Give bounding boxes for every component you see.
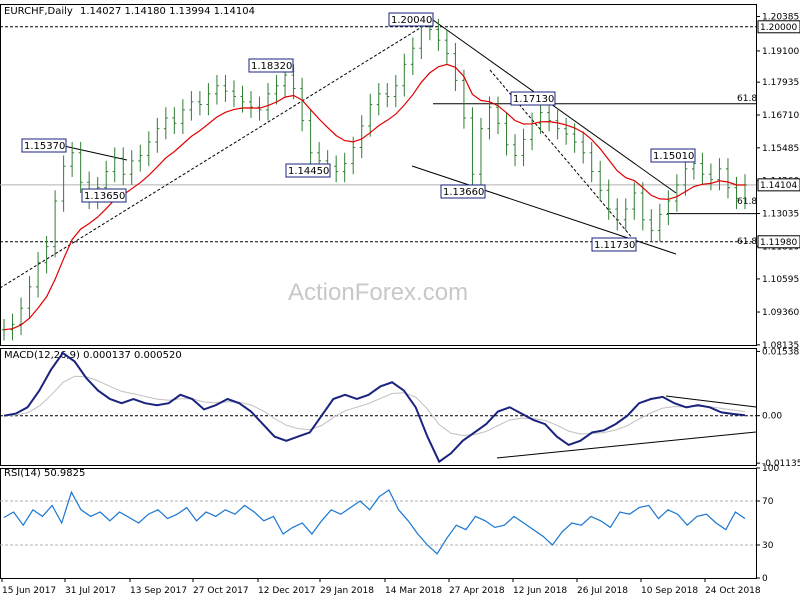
- current-price-box: [757, 178, 800, 192]
- fib-label: 61.8: [737, 197, 757, 207]
- macd-trendlines: [496, 395, 757, 459]
- x-tick-label: 12 Jun 2018: [513, 586, 567, 596]
- fib-label: 61.8: [737, 94, 757, 104]
- price-tick-label: 1.10595: [762, 275, 799, 285]
- price-tick-label: 1.13035: [762, 210, 799, 220]
- macd-signal-line: [3, 375, 746, 437]
- price-label: 1.18320: [251, 61, 292, 72]
- price-tick-label: 1.17935: [762, 78, 799, 88]
- price-label: 1.15370: [24, 141, 65, 152]
- price-label: 1.14450: [288, 166, 329, 177]
- symbol-title: EURCHF,Daily: [4, 6, 73, 17]
- x-tick-label: 10 Sep 2018: [641, 586, 698, 596]
- trendline: [0, 19, 434, 289]
- price-label: 1.17130: [513, 94, 554, 105]
- macd-tick-label: -0.011352: [762, 459, 800, 469]
- x-tick-label: 15 Jun 2017: [2, 586, 56, 596]
- price-label-box: [81, 188, 127, 203]
- price-label-box: [21, 138, 67, 153]
- price-labels: 1.20040 1.18320 1.17130 1.15370 1.15010 1.144…: [21, 12, 696, 252]
- rsi-pane-frame: [0, 468, 757, 579]
- rsi-line: [3, 489, 746, 555]
- price-label-box: [510, 91, 556, 106]
- price-label: 1.20040: [391, 15, 432, 26]
- price-tick-label: 1.08135: [762, 341, 799, 351]
- price-pane-title: EURCHF,Daily 1.14027 1.14180 1.13994 1.1…: [4, 6, 255, 17]
- fib-label: 61.8: [737, 237, 757, 247]
- rsi-tick-label: 100: [762, 464, 779, 474]
- macd-support-line: [496, 431, 757, 459]
- price-label-box: [591, 237, 637, 252]
- price-label: 1.13660: [443, 187, 484, 198]
- macd-axis: 0.015385 0.00 -0.011352: [0, 347, 800, 469]
- rsi-tick-label: 70: [762, 497, 774, 507]
- macd-line: [3, 351, 746, 464]
- rsi-tick-label: 0: [762, 574, 768, 584]
- level-price-label: 1.20000: [760, 23, 797, 33]
- macd-tick-label: 0.00: [762, 412, 782, 422]
- x-tick-label: 29 Jan 2018: [320, 586, 374, 596]
- price-label: 1.13650: [84, 191, 125, 202]
- price-label: 1.11730: [594, 240, 635, 251]
- x-tick-label: 14 Mar 2018: [385, 586, 442, 596]
- rsi-tick-label: 30: [762, 541, 774, 551]
- price-label-box: [248, 58, 294, 73]
- x-tick-label: 26 Jul 2018: [577, 586, 628, 596]
- price-tick-label: 1.16710: [762, 111, 799, 121]
- rsi-pane-title: RSI(14) 50.9825: [4, 468, 85, 479]
- level-price-box: [757, 235, 800, 249]
- watermark: ActionForex.com: [288, 279, 468, 306]
- price-label: 1.15010: [653, 151, 694, 162]
- x-tick-label: 24 Oct 2018: [705, 586, 761, 596]
- rsi-axis: 100 70 30 0: [0, 464, 779, 584]
- price-tick-label: 1.19100: [762, 47, 799, 57]
- price-tick-label: 1.20385: [762, 12, 799, 22]
- x-tick-label: 12 Dec 2017: [258, 586, 316, 596]
- price-tick-label: 1.09360: [762, 308, 799, 318]
- pane-frames: [0, 4, 757, 579]
- price-label-box: [650, 148, 696, 163]
- x-tick-label: 27 Apr 2018: [449, 586, 505, 596]
- moving-average-line: [3, 63, 745, 331]
- price-bars: [2, 16, 747, 341]
- x-tick-label: 27 Oct 2017: [193, 586, 249, 596]
- level-price-box: [757, 20, 800, 34]
- price-label-box: [285, 163, 331, 178]
- x-axis: 15 Jun 2017 31 Jul 2017 13 Sep 2017 27 Oct …: [1, 578, 761, 596]
- macd-resistance-line: [665, 395, 757, 408]
- x-tick-label: 13 Sep 2017: [130, 586, 187, 596]
- trendline: [432, 19, 677, 194]
- macd-pane-title: MACD(12,26,9) 0.000137 0.000520: [4, 350, 182, 361]
- price-pane-frame: [0, 4, 757, 346]
- price-label-box: [440, 184, 486, 199]
- ohlc-readout: 1.14027 1.14180 1.13994 1.14104: [80, 6, 255, 17]
- macd-tick-label: 0.015385: [762, 347, 800, 357]
- price-tick-label: 1.15485: [762, 144, 799, 154]
- x-tick-label: 31 Jul 2017: [65, 586, 116, 596]
- current-price-label: 1.14104: [760, 181, 797, 191]
- price-label-box: [388, 12, 434, 27]
- level-price-label: 1.11980: [760, 238, 797, 248]
- macd-pane-frame: [0, 348, 757, 466]
